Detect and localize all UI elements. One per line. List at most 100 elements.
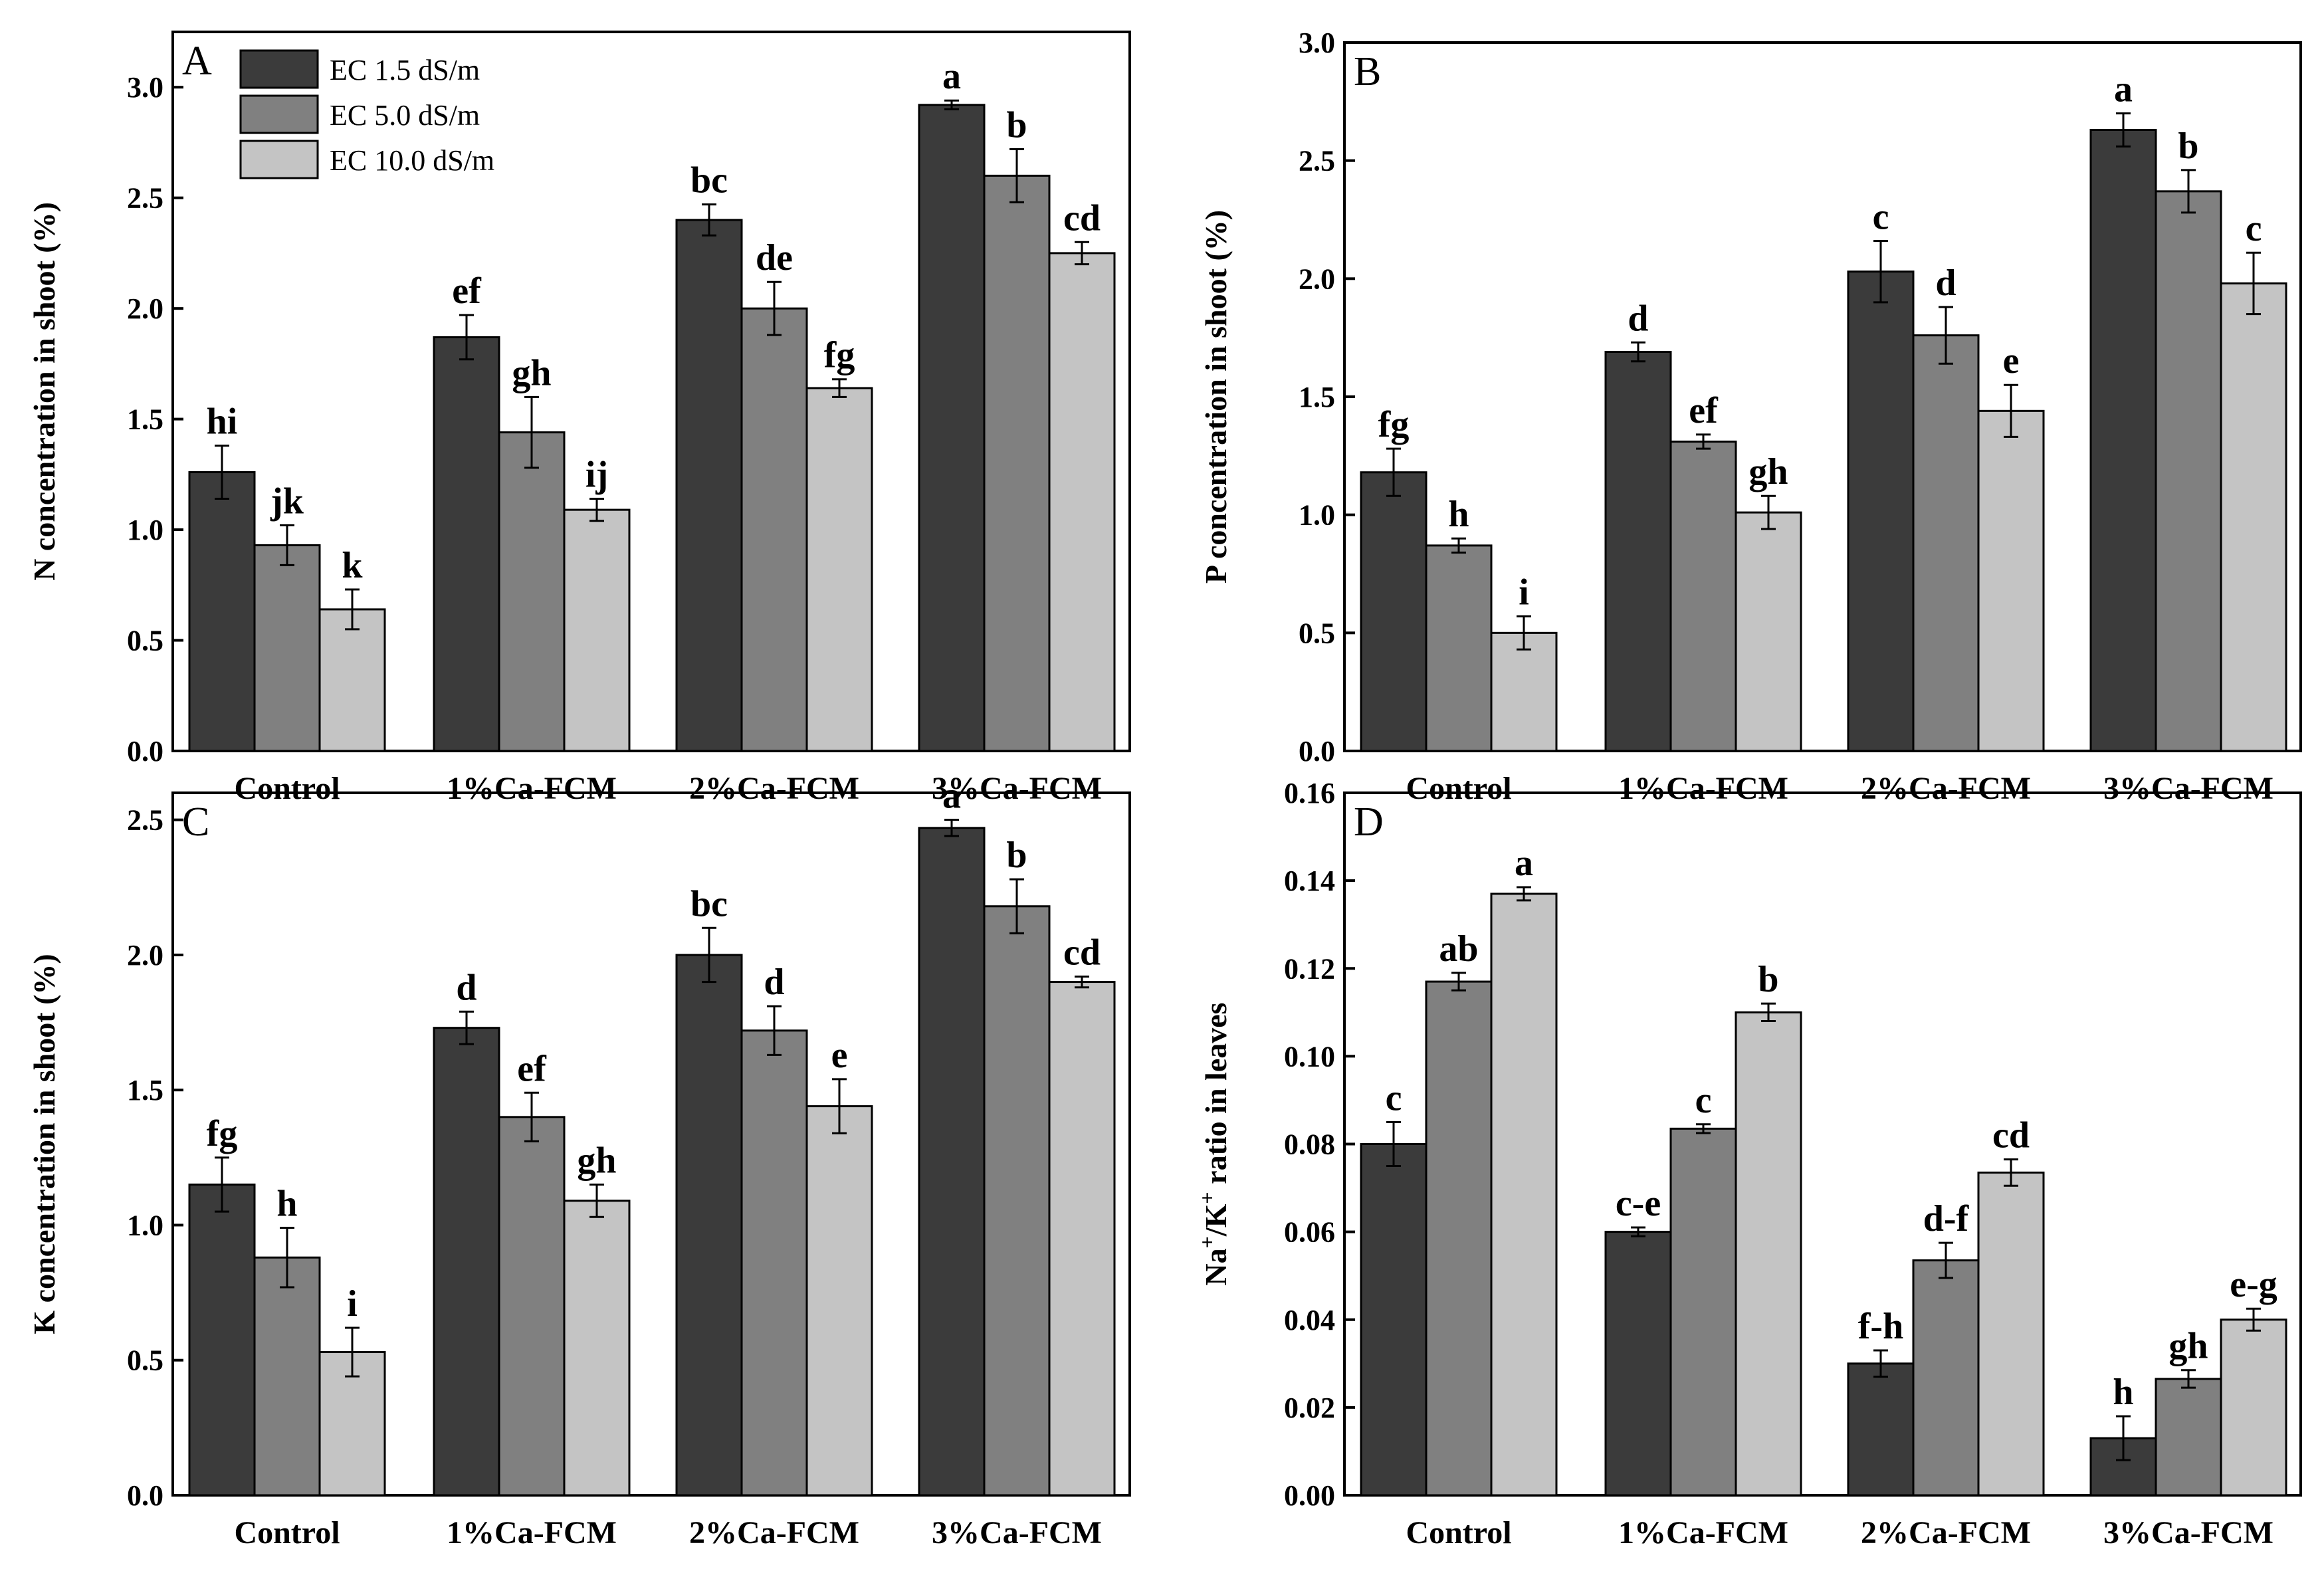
significance-letter: d-f: [1923, 1198, 1970, 1239]
bar: [2155, 190, 2222, 752]
y-tick-label: 2.0: [127, 939, 163, 972]
bar: [1735, 1011, 1802, 1497]
x-tick-label: 2%Ca-FCM: [1861, 771, 2031, 806]
bar: [188, 1183, 256, 1497]
bar: [433, 336, 500, 752]
bar: [983, 905, 1051, 1497]
bar: [805, 1105, 873, 1497]
y-axis-label: Na+/K+ ratio in leaves: [1195, 1002, 1233, 1285]
legend-label: EC 10.0 dS/m: [330, 144, 494, 177]
legend-label: EC 5.0 dS/m: [330, 99, 480, 132]
y-tick-label: 2.0: [127, 292, 163, 325]
significance-letter: d: [764, 962, 784, 1003]
significance-letter: ab: [1439, 928, 1478, 970]
y-tick-label: 0.5: [1299, 617, 1335, 649]
y-tick-label: 1.0: [1299, 499, 1335, 532]
x-tick-label: 3%Ca-FCM: [2103, 1515, 2273, 1550]
significance-letter: e-g: [2230, 1264, 2277, 1305]
legend-swatch: [239, 140, 319, 179]
significance-letter: b: [1006, 835, 1027, 876]
x-tick-label: 3%Ca-FCM: [932, 771, 1102, 806]
significance-letter: h: [2113, 1372, 2133, 1413]
y-tick-label: 1.5: [127, 1074, 163, 1106]
y-axis-label-part: ratio in leaves: [1199, 1002, 1233, 1192]
bar: [918, 104, 986, 752]
x-tick-label: 1%Ca-FCM: [447, 1515, 617, 1550]
significance-letter: i: [347, 1283, 358, 1324]
y-axis-label: N concentration in shoot (%): [27, 202, 61, 581]
significance-letter: cd: [1063, 197, 1101, 239]
bar: [498, 1116, 566, 1497]
panel-letter: D: [1354, 799, 1384, 845]
panel-D: 0.000.020.040.060.080.100.120.140.16DNa+…: [1195, 777, 2302, 1550]
y-tick-label: 3.0: [127, 71, 163, 104]
y-tick-label: 0.0: [127, 1479, 163, 1512]
panel-letter: A: [182, 39, 212, 84]
significance-letter: cd: [1063, 932, 1101, 973]
significance-letter: cd: [1992, 1115, 2030, 1156]
significance-letter: a: [1515, 843, 1533, 884]
y-tick-label: 0.0: [1299, 735, 1335, 768]
y-tick-label: 0.08: [1284, 1128, 1335, 1161]
significance-letter: c: [2246, 208, 2262, 249]
y-tick-label: 0.16: [1284, 777, 1335, 809]
x-tick-label: 2%Ca-FCM: [1861, 1515, 2031, 1550]
significance-letter: a: [942, 776, 961, 817]
bar: [253, 544, 321, 752]
bar: [1490, 631, 1558, 752]
bar: [498, 431, 566, 752]
bar: [563, 508, 631, 752]
bar: [1425, 544, 1493, 752]
significance-letter: c-e: [1616, 1183, 1661, 1224]
y-axis-label-part: /K: [1199, 1204, 1233, 1237]
significance-letter: fg: [824, 335, 855, 376]
y-tick-label: 3.0: [1299, 27, 1335, 59]
x-tick-label: 1%Ca-FCM: [1618, 771, 1788, 806]
significance-letter: gh: [2168, 1326, 2208, 1367]
panel-C: 0.0 0.5 1.0 1.5 2.0 2.5 C K concentration in sh…: [27, 776, 1131, 1550]
significance-letter: hi: [207, 401, 238, 443]
bar: [675, 954, 743, 1497]
y-tick-label: 0.14: [1284, 865, 1335, 897]
significance-letter: fg: [207, 1113, 238, 1154]
y-tick-label: 0.0: [127, 735, 163, 768]
y-axis-label: P concentration in shoot (%): [1199, 210, 1233, 583]
bar: [805, 387, 873, 752]
y-tick-label: 2.5: [127, 182, 163, 215]
x-tick-label: Control: [1406, 771, 1511, 806]
significance-letter: a: [942, 56, 961, 97]
significance-letter: c: [1386, 1077, 1402, 1118]
bar: [1977, 409, 2045, 752]
significance-letter: ij: [585, 454, 608, 495]
bar: [318, 608, 386, 752]
significance-letter: h: [1448, 494, 1469, 535]
bar: [1425, 980, 1493, 1497]
significance-letter: i: [1519, 572, 1529, 613]
legend: EC 1.5 dS/m EC 5.0 dS/m EC 10.0 dS/m: [239, 49, 494, 179]
x-tick-label: 1%Ca-FCM: [447, 771, 617, 806]
significance-letter: e: [2003, 340, 2020, 381]
y-tick-label: 0.12: [1284, 952, 1335, 985]
y-tick-label: 0.04: [1284, 1304, 1335, 1336]
bar: [1048, 252, 1116, 752]
x-tick-label: 3%Ca-FCM: [2103, 771, 2273, 806]
y-axis-label-part: Na: [1199, 1248, 1233, 1285]
bar: [1912, 1259, 1980, 1497]
x-tick-label: 3%Ca-FCM: [932, 1515, 1102, 1550]
bar: [188, 471, 256, 752]
x-tick-label: 2%Ca-FCM: [689, 771, 859, 806]
x-tick-label: Control: [1406, 1515, 1511, 1550]
y-tick-label: 1.5: [127, 403, 163, 436]
y-tick-label: 2.0: [1299, 263, 1335, 295]
significance-letter: f-h: [1858, 1306, 1903, 1347]
significance-letter: gh: [512, 352, 551, 393]
significance-letter: ef: [452, 270, 482, 312]
x-tick-label: Control: [234, 1515, 340, 1550]
significance-letter: ef: [1689, 390, 1719, 431]
x-tick-label: Control: [234, 771, 340, 806]
significance-letter: a: [2114, 69, 2133, 110]
plot-frame: [171, 31, 1131, 752]
y-tick-label: 1.0: [127, 514, 163, 546]
significance-letter: de: [756, 237, 793, 278]
bar: [1604, 350, 1672, 752]
